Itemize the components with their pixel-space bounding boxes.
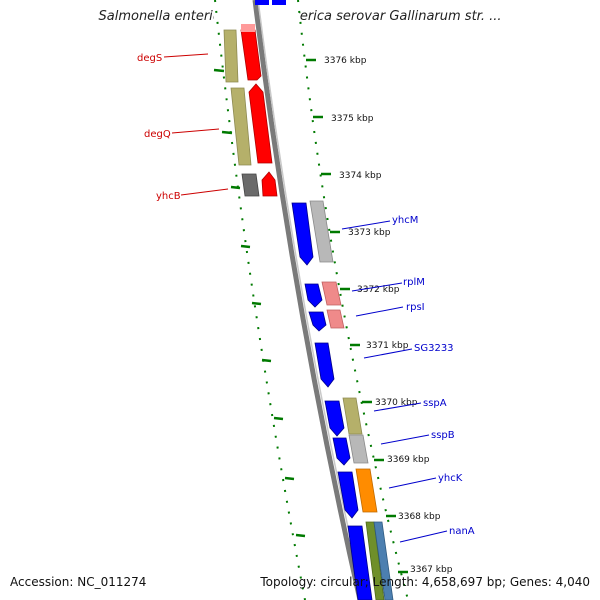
gene-label-sspB[interactable]: sspB	[431, 430, 455, 441]
gene-yhcK-cds[interactable]	[337, 471, 359, 519]
left-major-ticks	[213, 68, 306, 538]
tick-label: 3376 kbp	[324, 56, 367, 66]
gene-SG3233-cds[interactable]	[314, 342, 335, 388]
gene-rplM-cds[interactable]	[304, 283, 323, 308]
gene-label-degS[interactable]: degS	[137, 53, 162, 64]
tick-label: 3372 kbp	[357, 285, 400, 295]
genome-title: Salmonella enterica subsp. enterica sero…	[98, 9, 502, 24]
tick-label: 3370 kbp	[375, 398, 418, 408]
gene-yhcB-cds[interactable]	[261, 171, 278, 197]
gene-label-rpsI[interactable]: rpsI	[406, 302, 425, 313]
gene-sspA-cog[interactable]	[342, 397, 363, 435]
gene-label-SG3233[interactable]: SG3233	[414, 343, 454, 354]
genome-summary-label: Topology: circular; Length: 4,658,697 bp…	[260, 575, 590, 589]
gene-nanA-cog-a[interactable]	[365, 521, 385, 600]
tick-label: 3367 kbp	[410, 565, 453, 575]
tick-label: 3374 kbp	[339, 171, 382, 181]
gene-label-yhcM[interactable]: yhcM	[392, 215, 418, 226]
gene-label-yhcK[interactable]: yhcK	[438, 473, 463, 484]
gene-sspA-cds[interactable]	[324, 400, 345, 437]
gene-yhcM-cds[interactable]	[291, 202, 314, 266]
gene-rpsI-cog[interactable]	[326, 309, 345, 329]
tick-label: 3371 kbp	[366, 341, 409, 351]
gene-label-yhcB[interactable]: yhcB	[156, 191, 181, 202]
right-gene-labels: yhcM rplM rpsI SG3233 sspA sspB yhcK nan…	[341, 215, 475, 543]
gene-label-sspA[interactable]: sspA	[423, 398, 447, 409]
tick-label: 3369 kbp	[387, 455, 430, 465]
gene-yhcM-cog[interactable]	[309, 200, 334, 263]
gene-rpsI-cds[interactable]	[308, 311, 327, 332]
gene-sspB-cog[interactable]	[348, 434, 369, 464]
gene-degS-cog[interactable]	[223, 29, 239, 83]
tick-label: 3375 kbp	[331, 114, 374, 124]
gene-label-degQ[interactable]: degQ	[144, 129, 171, 140]
right-strand-genes	[291, 200, 394, 600]
gene-nanA-cog-b[interactable]	[373, 521, 394, 600]
backbone-line	[252, 0, 363, 600]
left-strand-genes	[223, 24, 278, 197]
gene-yhcB-cog[interactable]	[241, 173, 260, 197]
gene-sspB-cds[interactable]	[332, 437, 351, 466]
gene-nanA-cds[interactable]	[347, 525, 373, 600]
tick-label: 3368 kbp	[398, 512, 441, 522]
right-major-ticks	[306, 58, 408, 574]
gene-label-nanA[interactable]: nanA	[449, 526, 475, 537]
gene-degQ-cds[interactable]	[248, 83, 273, 164]
accession-label: Accession: NC_011274	[10, 575, 147, 589]
position-labels: 3376 kbp 3375 kbp 3374 kbp 3373 kbp 3372…	[324, 56, 453, 575]
gene-partial-top[interactable]	[255, 0, 269, 5]
gene-rplM-cog[interactable]	[321, 281, 342, 306]
tick-label: 3373 kbp	[348, 228, 391, 238]
left-gene-labels: degS degQ yhcB	[137, 53, 229, 202]
gene-label-rplM[interactable]: rplM	[403, 277, 425, 288]
gene-yhcK-cog[interactable]	[355, 468, 378, 513]
gene-degQ-cog[interactable]	[230, 87, 252, 166]
